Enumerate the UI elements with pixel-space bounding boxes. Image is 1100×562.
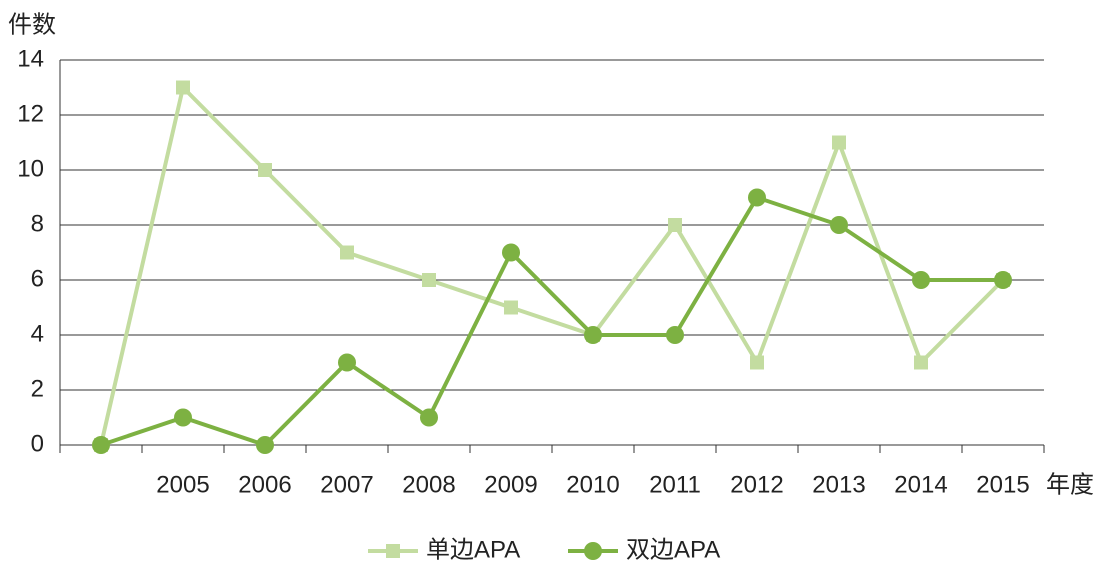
- marker: [830, 216, 848, 234]
- y-tick-label: 14: [17, 45, 44, 72]
- marker: [750, 355, 764, 370]
- marker: [174, 408, 192, 427]
- marker: [92, 436, 110, 454]
- x-tick-label: 2009: [484, 471, 537, 498]
- x-tick-label: 2010: [566, 471, 619, 498]
- marker: [420, 408, 438, 427]
- y-tick-label: 2: [31, 375, 44, 402]
- x-tick-label: 2011: [649, 471, 701, 498]
- legend-marker: [584, 542, 602, 560]
- marker: [748, 188, 766, 207]
- x-tick-label: 2014: [894, 471, 947, 498]
- y-tick-label: 8: [31, 210, 44, 237]
- x-tick-label: 2012: [730, 471, 783, 498]
- legend-label: 双边APA: [626, 536, 720, 562]
- marker: [258, 163, 272, 177]
- marker: [912, 271, 930, 289]
- x-axis-label: 年度: [1046, 471, 1094, 498]
- y-tick-label: 10: [17, 155, 44, 182]
- marker: [914, 355, 928, 370]
- x-tick-label: 2007: [320, 471, 373, 498]
- series-line: [100, 195, 1003, 448]
- legend-marker: [386, 544, 400, 558]
- marker: [502, 243, 520, 262]
- marker: [176, 80, 190, 95]
- x-tick-label: 2013: [812, 471, 865, 498]
- marker: [422, 273, 436, 287]
- marker: [338, 353, 356, 372]
- series-line: [99, 83, 1005, 446]
- x-tick-label: 2008: [402, 471, 455, 498]
- y-tick-label: 6: [31, 265, 44, 292]
- legend-label: 单边APA: [426, 536, 520, 562]
- marker: [668, 218, 682, 232]
- x-tick-label: 2015: [976, 471, 1029, 498]
- y-tick-label: 12: [17, 100, 44, 127]
- marker: [504, 300, 518, 315]
- marker: [666, 326, 684, 344]
- y-tick-label: 0: [31, 430, 44, 457]
- y-tick-label: 4: [31, 320, 44, 347]
- x-tick-label: 2005: [156, 471, 209, 498]
- marker: [340, 245, 354, 260]
- y-axis-label: 件数: [8, 11, 56, 38]
- marker: [994, 271, 1012, 289]
- x-tick-label: 2006: [238, 471, 291, 498]
- marker: [832, 135, 846, 150]
- marker: [256, 436, 274, 454]
- marker: [584, 326, 602, 344]
